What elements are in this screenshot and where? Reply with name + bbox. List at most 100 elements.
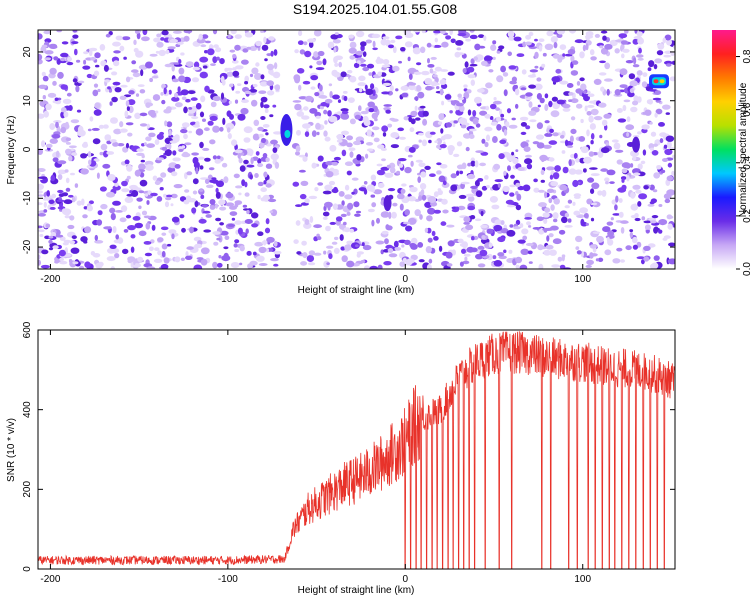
spectrogram-dot (324, 201, 333, 208)
spectrogram-dot (231, 139, 238, 146)
spectrogram-dot (76, 109, 82, 113)
spectrogram-dot (362, 66, 370, 72)
spectrogram-dot (544, 207, 551, 213)
spectrogram-dot (544, 132, 553, 137)
spectrogram-dot (163, 108, 172, 114)
spectrogram-dot (614, 204, 618, 211)
spectrogram-dot (488, 69, 494, 73)
spectrogram-dot (602, 35, 607, 41)
spectrogram-dot (434, 66, 442, 72)
spectrogram-dot (225, 67, 233, 71)
spectrogram-dot (168, 229, 177, 235)
spectrogram-dot (419, 105, 426, 109)
spectrogram-dot (650, 220, 657, 224)
spectrogram-dot (551, 76, 561, 83)
spectrogram-dot (643, 185, 649, 190)
spectrogram-dot (357, 82, 367, 87)
spectrogram-dot (178, 75, 186, 83)
spectrogram-dot (43, 209, 48, 213)
spectrogram-dot (215, 203, 218, 209)
spectrogram-dot (40, 46, 47, 54)
spectrogram-dot (536, 77, 542, 82)
spectrogram-dot (145, 102, 151, 108)
spectrogram-dot (439, 69, 449, 72)
spectrogram-dot (664, 198, 671, 204)
spectrogram-dot (181, 227, 186, 233)
spectrogram-dot (503, 129, 508, 136)
spectrogram-dot (193, 264, 203, 269)
spectrogram-dot (358, 105, 362, 112)
spectrogram-dot (146, 143, 156, 149)
spectrogram-dot (38, 183, 44, 190)
spectrogram-dot (440, 135, 446, 141)
spectrogram-dot (38, 225, 43, 229)
spectrogram-dot (384, 238, 389, 245)
spectrogram-dot (363, 119, 371, 127)
spectrogram-dot (526, 163, 533, 170)
spectrogram-dot (426, 215, 433, 222)
spectrogram-dot (637, 57, 644, 61)
spectrogram-dot (112, 185, 121, 191)
spectrogram-dot (440, 30, 446, 35)
spectrogram-dot (216, 237, 221, 241)
spectrogram-dot (529, 119, 537, 123)
spectrogram-dot (383, 261, 392, 266)
spectrogram-dot (643, 256, 650, 262)
spectrogram-dot (125, 214, 132, 219)
spectrogram-dot (540, 169, 545, 175)
spectrogram-dot (548, 197, 553, 204)
spectrogram-dot (548, 140, 558, 145)
spectrogram-dot (130, 190, 139, 197)
spectrogram-dot (657, 43, 665, 50)
spectrogram-dot (515, 204, 522, 211)
spectrogram-dot (409, 243, 417, 248)
spectrogram-dot (484, 55, 493, 61)
spectrogram-dot (538, 38, 545, 42)
spectrogram-dot (124, 159, 130, 165)
spectrogram-dot (100, 143, 108, 151)
spectrogram-dot (65, 177, 70, 184)
spectrogram-dot (115, 35, 123, 41)
spectrogram-dot (132, 72, 141, 78)
spectrogram-dot (218, 255, 222, 259)
spectrogram-dot (44, 57, 51, 61)
spectrogram-dot (489, 116, 494, 120)
spectrogram-dot (604, 62, 611, 70)
spectrogram-dot (570, 70, 579, 76)
spectrogram-dot (544, 103, 549, 112)
spectrogram-dot (404, 239, 411, 245)
spectrogram-dot (572, 201, 576, 206)
spectrogram-dot (243, 126, 253, 134)
spectrogram-dot (40, 140, 46, 148)
spectrogram-dot (668, 215, 674, 219)
spectrogram-dot (440, 221, 447, 226)
spectrogram-dot (273, 49, 278, 56)
spectrogram-dot (74, 183, 79, 188)
spectrogram-dot (425, 246, 432, 254)
spectrogram-dot (600, 147, 610, 154)
spectrogram-dot (48, 247, 54, 251)
spectrogram-dot (404, 41, 413, 48)
spectrogram-dot (184, 142, 192, 146)
spectrogram-dot (329, 144, 337, 152)
spectrogram-dot (313, 224, 322, 229)
spectrogram-dot (205, 214, 212, 218)
spectrogram-dot (572, 179, 579, 188)
spectrogram-dot (161, 99, 166, 105)
spectrogram-y-tick-label: 20 (22, 46, 33, 58)
spectrogram-dot (209, 139, 216, 145)
spectrogram-dot (169, 38, 178, 44)
spectrogram-dot (213, 241, 219, 246)
spectrogram-dot (651, 215, 659, 219)
spectrogram-dot (38, 168, 46, 172)
spectrogram-dot (254, 73, 263, 80)
spectrogram-dot (135, 93, 140, 97)
spectrogram-dot (44, 235, 50, 240)
spectrogram-dot (264, 227, 271, 234)
spectrogram-dot (242, 204, 248, 208)
spectrogram-dot (191, 77, 200, 83)
spectrogram-dot (178, 148, 184, 152)
spectrogram-dot (59, 60, 67, 64)
spectrogram-dot (170, 203, 174, 207)
spectrogram-dot (549, 174, 554, 180)
